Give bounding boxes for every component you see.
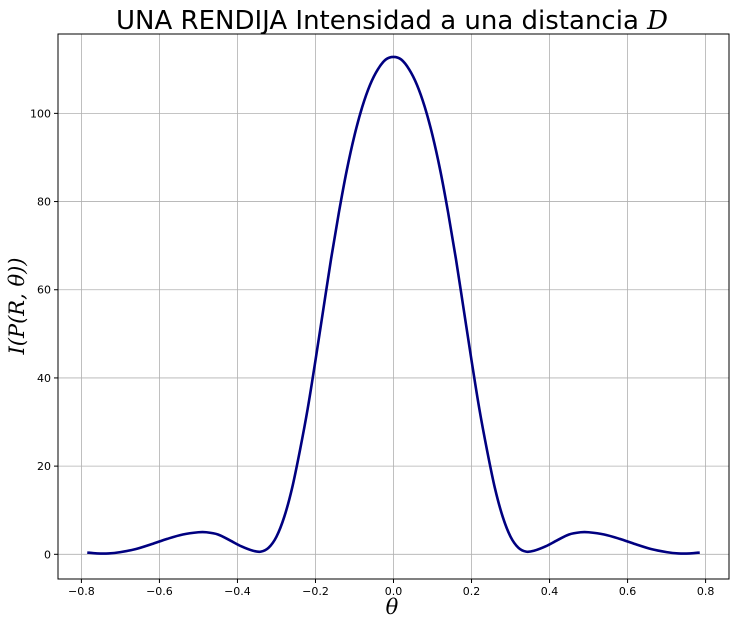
x-tick-label: −0.4 [224, 585, 251, 598]
y-tick-label: 40 [37, 372, 51, 385]
y-gridlines [58, 112, 729, 555]
x-tick-label: −0.8 [68, 585, 95, 598]
x-tick-label: 0.8 [697, 585, 715, 598]
x-tick-label: −0.2 [302, 585, 329, 598]
chart-title: UNA RENDIJA Intensidad a una distancia D [116, 6, 668, 36]
y-tick-label: 80 [37, 196, 51, 209]
x-axis-ticks: −0.8 −0.6 −0.4 −0.2 0.0 0.2 0.4 0.6 0.8 [68, 579, 714, 598]
y-axis-label: I(P(R, θ)) [5, 257, 29, 355]
y-axis-ticks: 0 20 40 60 80 100 [30, 107, 58, 561]
y-tick-label: 60 [37, 284, 51, 297]
intensity-series-line [87, 55, 700, 555]
x-tick-label: 0.0 [385, 585, 403, 598]
x-gridlines [81, 34, 706, 579]
x-tick-label: 0.4 [541, 585, 559, 598]
y-tick-label: 100 [30, 107, 51, 120]
series-layer [87, 55, 700, 555]
x-tick-label: 0.6 [619, 585, 637, 598]
y-tick-label: 20 [37, 460, 51, 473]
y-tick-label: 0 [44, 548, 51, 561]
x-tick-label: 0.2 [463, 585, 481, 598]
x-tick-label: −0.6 [146, 585, 173, 598]
x-axis-label: θ [386, 595, 399, 619]
